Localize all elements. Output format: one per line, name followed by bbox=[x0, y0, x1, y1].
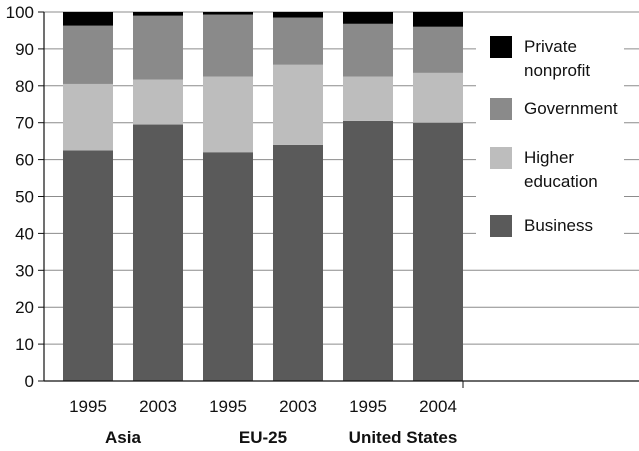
y-tick-label-40: 40 bbox=[15, 224, 34, 243]
y-tick-label-60: 60 bbox=[15, 151, 34, 170]
legend-label-higher-education-line-1: Higher bbox=[524, 148, 574, 167]
group-label-1: EU-25 bbox=[239, 428, 287, 447]
x-tick-label-0: 1995 bbox=[69, 397, 107, 416]
bar-private-nonprofit-4 bbox=[343, 12, 393, 24]
legend-swatch-higher-education bbox=[490, 147, 512, 169]
bar-business-5 bbox=[413, 122, 463, 381]
bar-business-0 bbox=[63, 150, 113, 381]
bar-higher-education-2 bbox=[203, 76, 253, 153]
x-tick-label-1: 2003 bbox=[139, 397, 177, 416]
bar-business-2 bbox=[203, 152, 253, 381]
bar-higher-education-0 bbox=[63, 83, 113, 151]
y-tick-label-50: 50 bbox=[15, 188, 34, 207]
bar-government-3 bbox=[273, 17, 323, 65]
bar-government-4 bbox=[343, 23, 393, 77]
y-tick-label-80: 80 bbox=[15, 77, 34, 96]
legend-swatch-private-nonprofit bbox=[490, 36, 512, 58]
bar-business-3 bbox=[273, 144, 323, 381]
bar-business-4 bbox=[343, 120, 393, 381]
y-tick-label-10: 10 bbox=[15, 335, 34, 354]
bar-higher-education-4 bbox=[343, 76, 393, 121]
y-tick-label-100: 100 bbox=[6, 3, 34, 22]
legend-label-government: Government bbox=[524, 99, 618, 118]
legend-label-higher-education-line-2: education bbox=[524, 172, 598, 191]
x-tick-label-4: 1995 bbox=[349, 397, 387, 416]
x-tick-label-5: 2004 bbox=[419, 397, 457, 416]
legend-swatch-government bbox=[490, 98, 512, 120]
bar-private-nonprofit-0 bbox=[63, 12, 113, 26]
y-tick-label-20: 20 bbox=[15, 298, 34, 317]
bar-higher-education-1 bbox=[133, 79, 183, 125]
bar-business-1 bbox=[133, 124, 183, 382]
bar-higher-education-5 bbox=[413, 72, 463, 123]
bar-private-nonprofit-3 bbox=[273, 12, 323, 18]
y-tick-label-0: 0 bbox=[25, 372, 34, 391]
bar-private-nonprofit-1 bbox=[133, 12, 183, 16]
y-tick-label-90: 90 bbox=[15, 40, 34, 59]
bar-government-2 bbox=[203, 14, 253, 77]
group-label-2: United States bbox=[349, 428, 458, 447]
bar-higher-education-3 bbox=[273, 64, 323, 145]
bar-private-nonprofit-2 bbox=[203, 12, 253, 15]
x-tick-label-2: 1995 bbox=[209, 397, 247, 416]
legend-label-private-nonprofit-line-2: nonprofit bbox=[524, 61, 590, 80]
bar-government-1 bbox=[133, 15, 183, 80]
legend-swatch-business bbox=[490, 215, 512, 237]
x-tick-label-3: 2003 bbox=[279, 397, 317, 416]
legend-label-private-nonprofit-line-1: Private bbox=[524, 37, 577, 56]
legend-label-business: Business bbox=[524, 216, 593, 235]
group-label-0: Asia bbox=[105, 428, 141, 447]
y-tick-label-70: 70 bbox=[15, 114, 34, 133]
bar-private-nonprofit-5 bbox=[413, 12, 463, 27]
y-tick-label-30: 30 bbox=[15, 261, 34, 280]
bar-government-0 bbox=[63, 25, 113, 84]
bar-government-5 bbox=[413, 26, 463, 73]
